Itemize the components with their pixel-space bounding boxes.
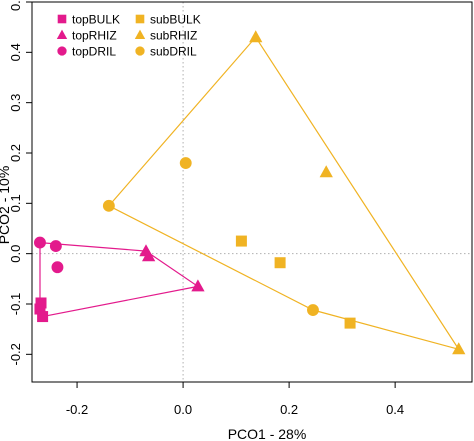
- hull-sub: [107, 36, 461, 351]
- legend-marker-subDRIL: [135, 46, 145, 56]
- convex-hulls: [39, 36, 461, 351]
- legend-label-topRHIZ: topRHIZ: [72, 29, 117, 43]
- x-axis-ticks: -0.2 0.0 0.2 0.4: [66, 382, 404, 417]
- point-topDRIL-2: [49, 240, 62, 253]
- point-topBULK-1: [35, 297, 47, 309]
- y-tick-label: 0.1: [8, 194, 23, 212]
- legend-marker-subRHIZ: [134, 29, 146, 39]
- reference-lines: [32, 2, 472, 382]
- y-tick-label: 0.4: [8, 43, 23, 61]
- point-subDRIL-3: [307, 304, 319, 316]
- y-tick-label: -0.1: [8, 293, 23, 315]
- point-topBULK-3: [37, 311, 49, 323]
- y-tick-label: 0.3: [8, 94, 23, 112]
- point-subRHIZ-3: [452, 342, 466, 355]
- legend-item-subRHIZ: subRHIZ: [134, 29, 197, 43]
- point-topBULK-2: [34, 303, 46, 315]
- legend-item-subDRIL: subDRIL: [135, 45, 197, 59]
- point-topDRIL-1: [34, 236, 46, 249]
- legend-label-topBULK: topBULK: [72, 13, 120, 27]
- legend-marker-topRHIZ: [56, 29, 68, 39]
- point-subBULK-1: [235, 235, 247, 247]
- point-subBULK-3: [344, 317, 356, 329]
- x-axis-title: PCO1 - 28%: [228, 426, 307, 441]
- point-topRHIZ-3: [191, 279, 205, 292]
- legend-item-topDRIL: topDRIL: [57, 45, 116, 59]
- x-tick-label: 0.0: [174, 402, 192, 417]
- x-tick-label: 0.4: [386, 402, 404, 417]
- x-tick-label: 0.2: [280, 402, 298, 417]
- legend-marker-topBULK: [57, 14, 67, 24]
- legend-label-subDRIL: subDRIL: [150, 45, 197, 59]
- legend-label-subBULK: subBULK: [150, 13, 201, 27]
- legend-label-subRHIZ: subRHIZ: [150, 29, 197, 43]
- legend-marker-subBULK: [135, 14, 145, 24]
- legend-item-topRHIZ: topRHIZ: [56, 29, 117, 43]
- point-subRHIZ-2: [319, 165, 333, 178]
- data-points: [34, 30, 466, 355]
- point-subRHIZ-1: [249, 30, 263, 43]
- y-axis-title: PCO2 - 10%: [0, 166, 12, 245]
- y-axis-ticks: -0.2 -0.1 0.0 0.1 0.2 0.3 0.4 0.5: [8, 0, 32, 366]
- y-tick-label: -0.2: [8, 343, 23, 365]
- y-tick-label: 0.5: [8, 0, 23, 11]
- legend-marker-topDRIL: [57, 46, 67, 56]
- legend-item-topBULK: topBULK: [57, 13, 120, 27]
- point-topDRIL-3: [51, 261, 64, 274]
- point-subDRIL-2: [179, 157, 192, 169]
- point-subDRIL-1: [102, 199, 115, 212]
- hull-top: [39, 241, 200, 318]
- x-tick-label: -0.2: [66, 402, 88, 417]
- point-subBULK-2: [274, 257, 286, 269]
- plot-frame: [31, 1, 473, 383]
- legend: topBULK topRHIZ topDRIL subBULK subRHIZ subDR…: [56, 13, 201, 59]
- legend-label-topDRIL: topDRIL: [72, 45, 116, 59]
- point-topRHIZ-2: [142, 249, 156, 262]
- legend-item-subBULK: subBULK: [135, 13, 201, 27]
- y-tick-label: 0.0: [8, 245, 23, 263]
- y-tick-label: 0.2: [8, 144, 23, 162]
